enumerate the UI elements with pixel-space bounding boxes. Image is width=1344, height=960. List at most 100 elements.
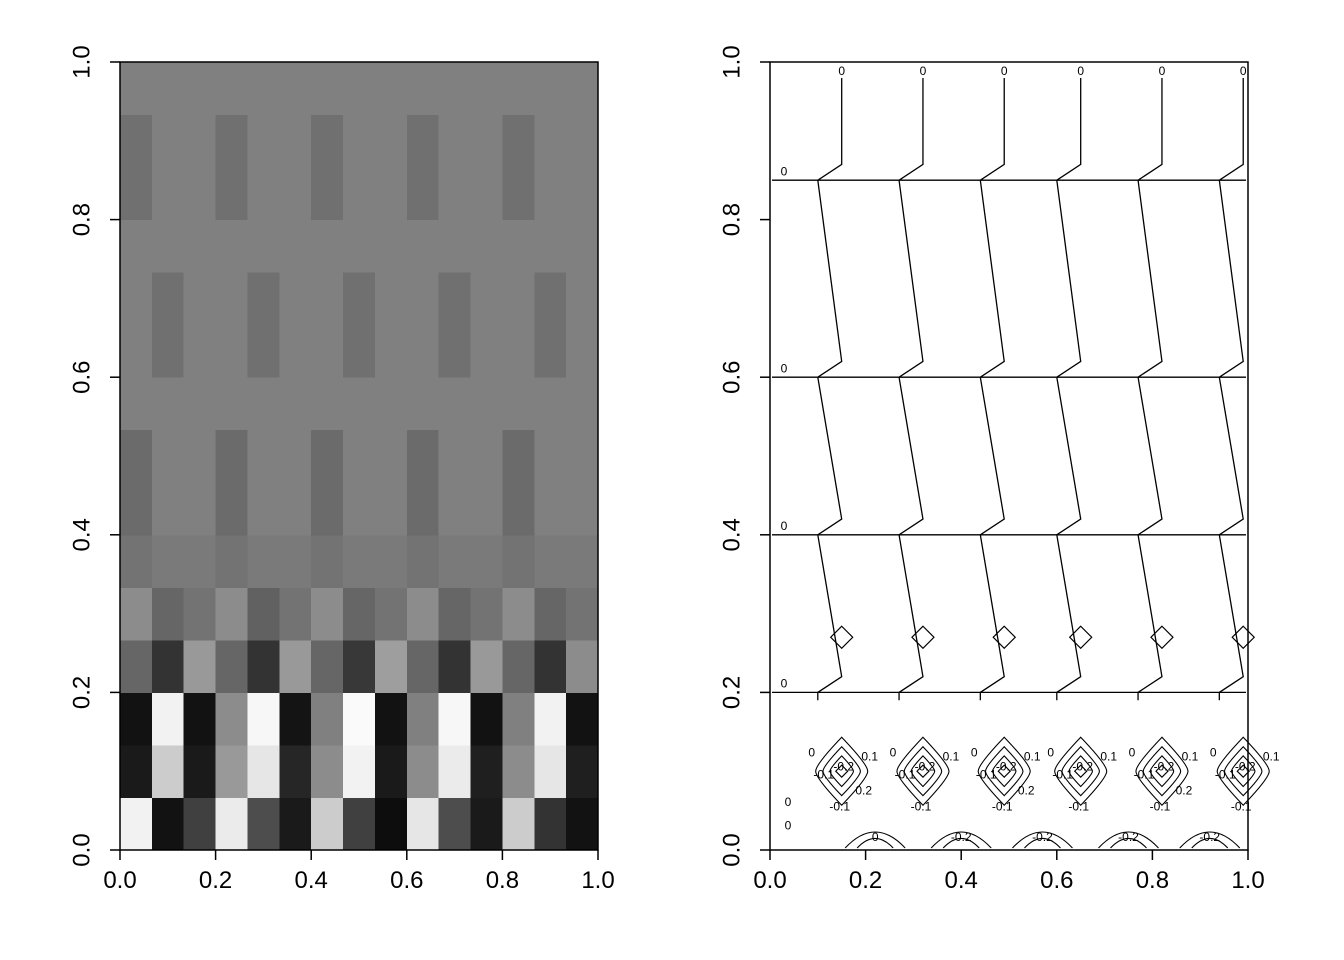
contour-label: -0.1 xyxy=(976,767,997,781)
heatmap-cell xyxy=(279,325,311,378)
heatmap-cell xyxy=(120,640,152,693)
contour-label: 0 xyxy=(808,745,815,759)
contour-label: -0.2 xyxy=(1235,759,1256,773)
heatmap-cell xyxy=(439,115,471,168)
heatmap-cell xyxy=(184,430,216,483)
heatmap-cell xyxy=(439,62,471,115)
heatmap-cell xyxy=(152,272,184,325)
heatmap-cell xyxy=(407,482,439,535)
x-tick-label: 0.2 xyxy=(199,867,232,894)
heatmap-cell xyxy=(311,692,343,745)
heatmap-cell xyxy=(471,745,503,798)
heatmap-cell xyxy=(439,482,471,535)
heatmap-cell xyxy=(152,325,184,378)
heatmap-cell xyxy=(311,62,343,115)
heatmap-cell xyxy=(152,587,184,640)
heatmap-cell xyxy=(279,692,311,745)
heatmap-cell xyxy=(184,482,216,535)
heatmap-cell xyxy=(311,167,343,220)
heatmap-cell xyxy=(216,220,248,273)
contour-label: 0 xyxy=(785,819,792,833)
heatmap-plot xyxy=(120,62,599,851)
heatmap-cell xyxy=(375,220,407,273)
heatmap-cell xyxy=(184,692,216,745)
heatmap-cell xyxy=(566,272,598,325)
heatmap-cell xyxy=(184,272,216,325)
contour-label: -0.1 xyxy=(1134,767,1155,781)
heatmap-cell xyxy=(247,482,279,535)
heatmap-cell xyxy=(439,640,471,693)
contour-label: 0.1 xyxy=(1100,749,1117,763)
heatmap-cell xyxy=(247,587,279,640)
heatmap-cell xyxy=(502,587,534,640)
heatmap-cell xyxy=(184,587,216,640)
heatmap-cell xyxy=(247,377,279,430)
y-tick-label: 0.4 xyxy=(69,518,96,551)
heatmap-cell xyxy=(184,62,216,115)
heatmap-cell xyxy=(311,272,343,325)
heatmap-cell xyxy=(247,640,279,693)
heatmap-cell xyxy=(120,745,152,798)
contour-line xyxy=(1057,78,1081,700)
heatmap-cell xyxy=(120,115,152,168)
contour-label: -0.2 xyxy=(1072,759,1093,773)
heatmap-cell xyxy=(502,220,534,273)
y-tick-label: 0.0 xyxy=(719,833,746,866)
heatmap-cell xyxy=(184,745,216,798)
contour-label: 0 xyxy=(1001,64,1008,78)
heatmap-cell xyxy=(311,220,343,273)
heatmap-cell xyxy=(216,535,248,588)
heatmap-cell xyxy=(439,167,471,220)
contour-label: 0 xyxy=(781,361,788,375)
heatmap-cell xyxy=(184,535,216,588)
heatmap-cell xyxy=(152,482,184,535)
heatmap-cell xyxy=(502,430,534,483)
heatmap-cell xyxy=(502,325,534,378)
heatmap-cell xyxy=(375,167,407,220)
contour-label: -0.1 xyxy=(1150,799,1171,813)
heatmap-cell xyxy=(120,797,152,850)
heatmap-cell xyxy=(534,325,566,378)
contour-label: 0 xyxy=(1047,745,1054,759)
heatmap-cell xyxy=(343,482,375,535)
heatmap-cell xyxy=(407,62,439,115)
y-tick-label: 0.0 xyxy=(69,833,96,866)
heatmap-cell xyxy=(375,62,407,115)
heatmap-cell xyxy=(152,797,184,850)
heatmap-cell xyxy=(184,640,216,693)
heatmap-cell xyxy=(152,115,184,168)
heatmap-cell xyxy=(375,325,407,378)
heatmap-cell xyxy=(120,535,152,588)
contour-label: 0 xyxy=(1210,745,1217,759)
contour-label: -0.2 xyxy=(1154,759,1175,773)
heatmap-cell xyxy=(247,167,279,220)
heatmap-cell xyxy=(247,797,279,850)
heatmap-cell xyxy=(566,115,598,168)
heatmap-cell xyxy=(343,587,375,640)
x-tick-label: 0.4 xyxy=(945,867,978,894)
heatmap-cell xyxy=(375,430,407,483)
heatmap-cell xyxy=(375,640,407,693)
heatmap-cell xyxy=(279,430,311,483)
heatmap-cell xyxy=(120,430,152,483)
contour-label: 0.2 xyxy=(855,783,872,797)
heatmap-cell xyxy=(311,640,343,693)
x-tick-label: 0.6 xyxy=(1040,867,1073,894)
contour-label: -0.2 xyxy=(915,759,936,773)
heatmap-cell xyxy=(471,115,503,168)
heatmap-cell xyxy=(216,272,248,325)
heatmap-cell xyxy=(184,115,216,168)
y-tick-label: 0.4 xyxy=(719,518,746,551)
heatmap-cell xyxy=(566,587,598,640)
heatmap-cell xyxy=(471,220,503,273)
heatmap-cell xyxy=(152,692,184,745)
contour-label: -0.2 xyxy=(1118,830,1139,844)
heatmap-cell xyxy=(407,115,439,168)
contour-line xyxy=(1138,78,1162,700)
y-tick-label: 1.0 xyxy=(69,45,96,78)
contour-label: 0.2 xyxy=(1176,783,1193,797)
heatmap-cell xyxy=(311,325,343,378)
heatmap-cell xyxy=(311,535,343,588)
heatmap-cell xyxy=(152,535,184,588)
heatmap-cell xyxy=(439,797,471,850)
